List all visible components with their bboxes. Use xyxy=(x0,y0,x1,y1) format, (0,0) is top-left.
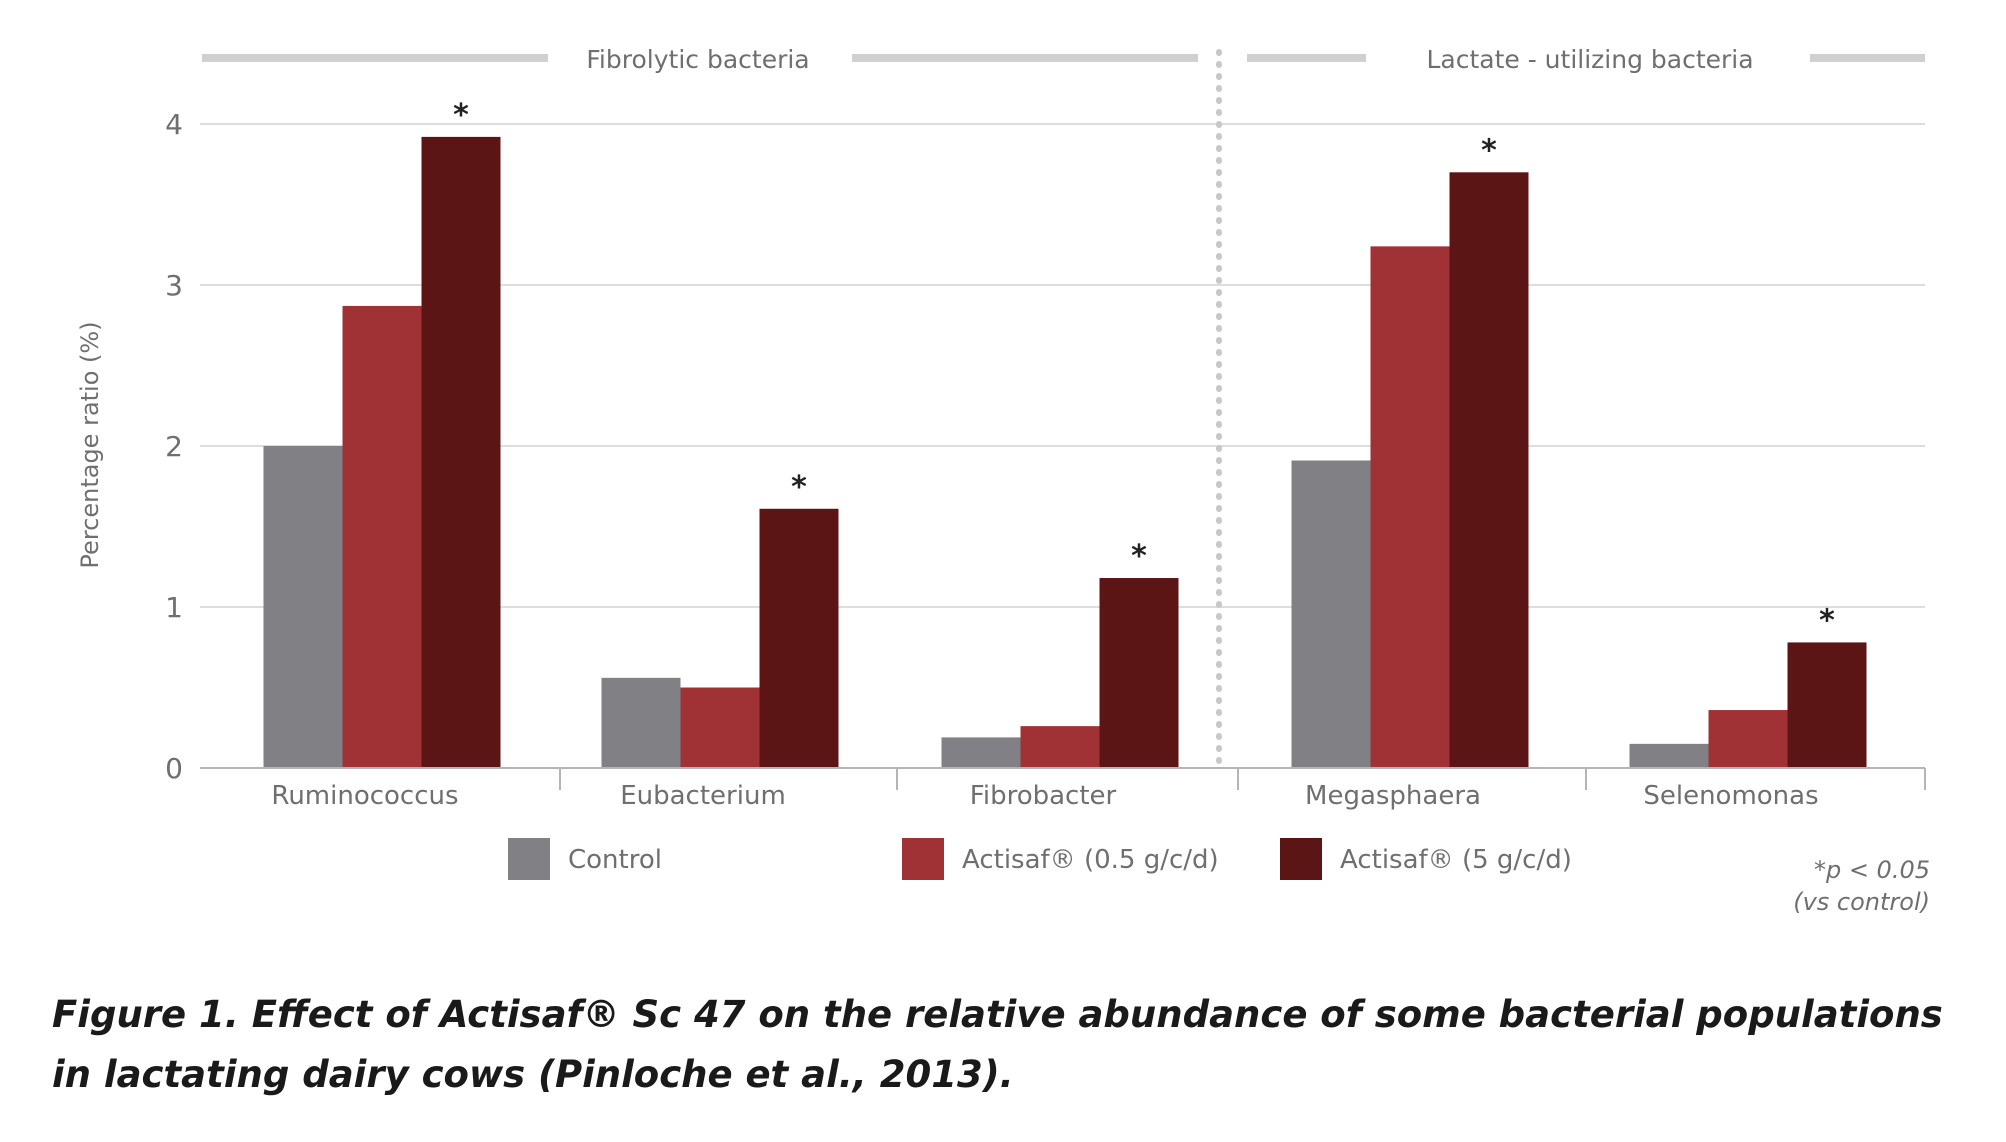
y-tick-label: 0 xyxy=(165,752,183,785)
x-tick-label: Ruminococcus xyxy=(271,781,458,811)
x-tick-label: Fibrobacter xyxy=(970,781,1117,811)
group-header-label: Lactate - utilizing bacteria xyxy=(1426,45,1753,74)
significance-mark: * xyxy=(791,470,807,505)
x-tick-label: Megasphaera xyxy=(1305,781,1481,811)
legend: Control Actisaf® (0.5 g/c/d) Actisaf® (5 g… xyxy=(508,838,1572,880)
bar-3-2 xyxy=(1449,172,1529,769)
significance-marks: * * * * * xyxy=(453,98,1835,639)
bar-0-1 xyxy=(342,305,422,768)
legend-swatch xyxy=(1280,838,1322,880)
x-tick-label: Selenomonas xyxy=(1643,781,1818,811)
significance-mark: * xyxy=(1819,603,1835,638)
y-tick-label: 2 xyxy=(165,430,183,463)
legend-label: Actisaf® (0.5 g/c/d) xyxy=(962,845,1219,875)
footnote-reference: (vs control) xyxy=(1793,888,1930,916)
bar-2-0 xyxy=(941,737,1021,768)
group-headers: Fibrolytic bacteria Lactate - utilizing b… xyxy=(202,45,1925,74)
figure-caption: Figure 1. Effect of Actisaf® Sc 47 on th… xyxy=(52,993,1943,1096)
bar-1-2 xyxy=(759,508,839,768)
legend-label: Control xyxy=(568,845,662,875)
legend-swatch xyxy=(902,838,944,880)
legend-label: Actisaf® (5 g/c/d) xyxy=(1340,845,1572,875)
y-tick-label: 4 xyxy=(165,108,183,141)
bar-4-0 xyxy=(1629,743,1709,768)
bars xyxy=(263,136,1867,769)
y-tick-label: 3 xyxy=(165,269,183,302)
significance-mark: * xyxy=(453,98,469,133)
y-axis-ticks: 0 1 2 3 4 xyxy=(165,108,183,785)
bar-chart: 0 1 2 3 4 Percentage ratio (%) Fibrolytic ba… xyxy=(76,45,1926,880)
bar-0-0 xyxy=(263,446,343,768)
y-axis-label: Percentage ratio (%) xyxy=(76,321,104,568)
bar-1-0 xyxy=(601,677,681,768)
bar-3-0 xyxy=(1291,460,1371,768)
bar-1-1 xyxy=(680,687,760,768)
significance-mark: * xyxy=(1131,539,1147,574)
bar-2-2 xyxy=(1099,578,1179,768)
significance-footnote: *p < 0.05 (vs control) xyxy=(1790,856,1930,916)
bar-4-2 xyxy=(1787,642,1867,768)
bar-0-2 xyxy=(421,136,501,768)
legend-swatch xyxy=(508,838,550,880)
x-tick-label: Eubacterium xyxy=(620,781,786,811)
x-axis-ticks: Ruminococcus Eubacterium Fibrobacter Megasp… xyxy=(271,768,1926,811)
bar-2-1 xyxy=(1020,726,1100,768)
bar-3-1 xyxy=(1370,246,1450,769)
footnote-pvalue: *p < 0.05 xyxy=(1813,856,1930,884)
y-tick-label: 1 xyxy=(165,591,183,624)
bar-4-1 xyxy=(1708,710,1788,768)
group-header-label: Fibrolytic bacteria xyxy=(586,45,809,74)
significance-mark: * xyxy=(1481,133,1497,168)
